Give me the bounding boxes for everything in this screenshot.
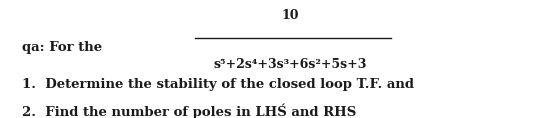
Text: 10: 10 [281,9,299,22]
Text: s⁵+2s⁴+3s³+6s²+5s+3: s⁵+2s⁴+3s³+6s²+5s+3 [214,58,367,71]
Text: qa: For the: qa: For the [22,41,103,54]
Text: 2.  Find the number of poles in LHŚ and RHS: 2. Find the number of poles in LHŚ and R… [22,103,357,118]
Text: 1.  Determine the stability of the closed loop T.F. and: 1. Determine the stability of the closed… [22,78,415,91]
